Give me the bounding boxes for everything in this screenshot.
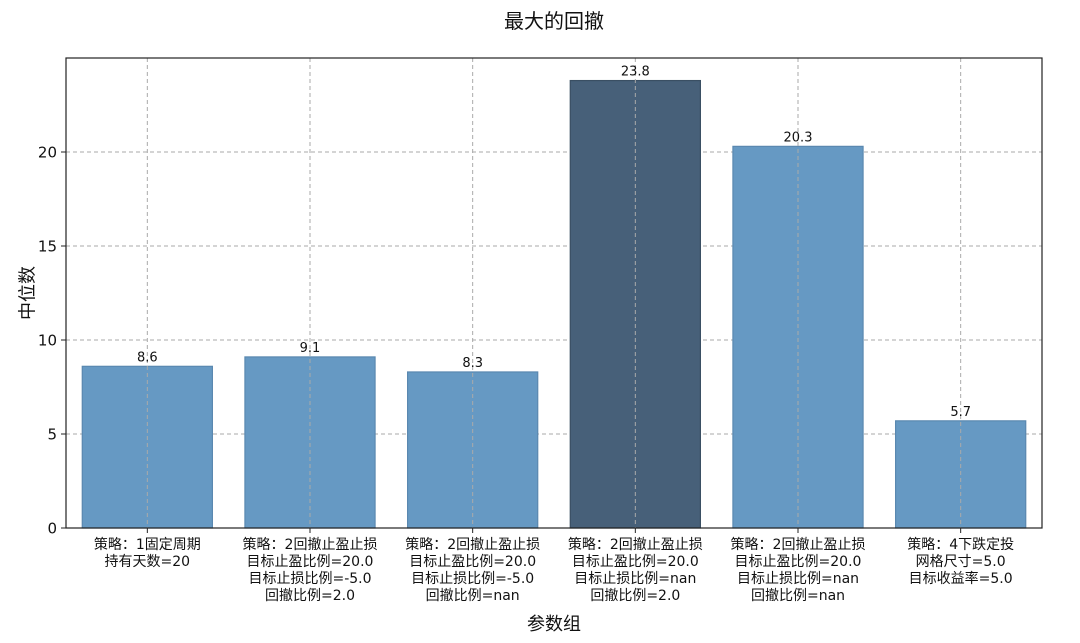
x-tick-label-line: 网格尺寸=5.0: [916, 554, 1006, 570]
bar-value-label: 9.1: [300, 341, 321, 356]
x-tick-label-line: 目标止盈比例=20.0: [572, 554, 699, 570]
data-labels: 8.6 9.1 8.3 23.8 20.3 5.7: [137, 65, 971, 420]
x-tick-label-line: 策略：2回撤止盈止损: [568, 536, 703, 553]
x-tick-label-line: 策略：2回撤止盈止损: [243, 536, 378, 553]
x-tick-label-line: 目标止盈比例=20.0: [409, 554, 536, 570]
x-tick-label: 策略：2回撤止盈止损目标止盈比例=20.0 目标止损比例=nan 回撤比例=2.0: [568, 536, 703, 604]
y-tick-label: 0: [47, 519, 57, 537]
x-tick-label-line: 目标止损比例=nan: [574, 571, 696, 587]
y-tick-label: 20: [38, 143, 57, 161]
x-tick-label-line: 回撤比例=nan: [426, 588, 520, 604]
x-tick-label-line: 回撤比例=2.0: [590, 588, 680, 604]
bar-value-label: 8.3: [462, 356, 483, 371]
x-tick-label: 策略：4下跌定投网格尺寸=5.0 目标收益率=5.0: [907, 536, 1014, 587]
grid-lines: [66, 151, 1042, 435]
x-tick-label: 策略：1固定周期持有天数=20: [94, 536, 201, 570]
y-axis-label: 中位数: [17, 266, 38, 320]
bar-value-label: 23.8: [621, 65, 650, 80]
bar-value-label: 20.3: [784, 130, 813, 145]
x-tick-label-line: 回撤比例=nan: [751, 588, 845, 604]
bar-value-label: 5.7: [950, 405, 971, 420]
x-tick-label-line: 策略：2回撤止盈止损: [731, 536, 866, 553]
x-tick-label-line: 目标止损比例=nan: [737, 571, 859, 587]
x-tick-label: 策略：2回撤止盈止损目标止盈比例=20.0 目标止损比例=-5.0 回撤比例=2.0: [243, 536, 378, 604]
x-tick-label-line: 持有天数=20: [105, 554, 191, 570]
bar-value-label: 8.6: [137, 350, 158, 365]
x-tick-label-line: 目标止损比例=-5.0: [248, 571, 371, 587]
vertical-grid-lines: [146, 58, 962, 528]
x-tick-label-line: 目标收益率=5.0: [909, 570, 1013, 587]
chart-title: 最大的回撤: [504, 9, 604, 33]
x-tick-label-line: 目标止损比例=-5.0: [411, 571, 534, 587]
x-axis-label: 参数组: [527, 614, 581, 635]
x-tick-label: 策略：2回撤止盈止损目标止盈比例=20.0 目标止损比例=-5.0 回撤比例=nan: [405, 536, 540, 604]
x-tick-label: 策略：2回撤止盈止损目标止盈比例=20.0 目标止损比例=nan 回撤比例=nan: [731, 536, 866, 604]
bar: [732, 145, 864, 529]
bars: [81, 79, 1027, 529]
y-tick-label: 5: [47, 425, 57, 443]
x-tick-label-line: 目标止盈比例=20.0: [735, 554, 862, 570]
y-tick-label: 10: [38, 331, 57, 349]
x-tick-label-line: 目标止盈比例=20.0: [247, 554, 374, 570]
x-tick-label-line: 策略：4下跌定投: [907, 536, 1014, 553]
x-tick-label-line: 策略：1固定周期: [94, 536, 201, 553]
y-tick-label: 15: [38, 237, 57, 255]
y-axis-ticks: 0 5 10 15 20: [38, 143, 66, 537]
plot-frame: [65, 57, 1043, 529]
x-tick-label-line: 回撤比例=2.0: [265, 588, 355, 604]
x-tick-label-line: 策略：2回撤止盈止损: [405, 536, 540, 553]
